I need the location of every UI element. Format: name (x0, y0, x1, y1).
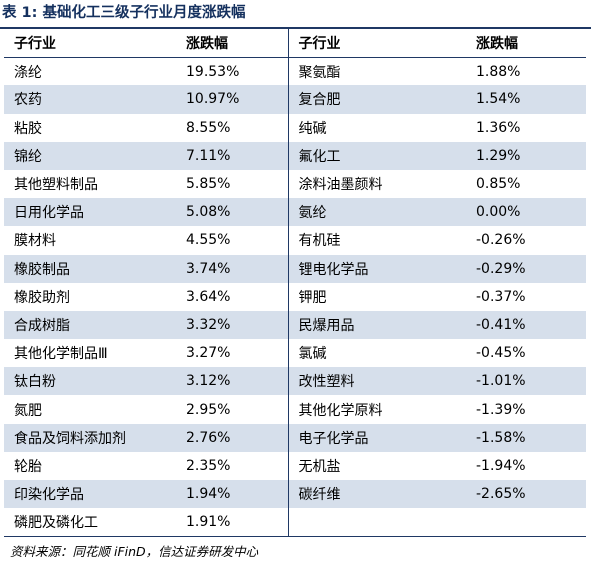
left-value-cell: 2.95% (176, 395, 289, 424)
right-value-cell: -0.37% (476, 288, 526, 305)
right-value-cell: 1.54% (466, 85, 586, 114)
left-value-cell: 19.53% (176, 57, 289, 86)
right-name-cell: 涂料油墨颜料 (298, 177, 383, 194)
right-value-cell: -1.94% (476, 457, 526, 474)
header-right-name: 子行业 (298, 35, 341, 52)
table-row: 日用化学品 5.08% 氨纶 0.00% (4, 198, 586, 227)
left-value-cell: 4.55% (176, 226, 289, 255)
left-name-cell: 钛白粉 (4, 367, 176, 396)
right-value-cell (466, 508, 586, 537)
table-row: 磷肥及磷化工 1.91% (4, 508, 586, 537)
right-value-cell: -1.39% (476, 401, 526, 418)
left-value-cell: 3.64% (176, 282, 289, 311)
right-name-cell: 民爆用品 (288, 310, 466, 340)
right-value-cell: 1.29% (466, 141, 586, 170)
table-row: 农药 10.97% 复合肥 1.54% (4, 85, 586, 114)
table-row: 粘胶 8.55% 纯碱 1.36% (4, 113, 586, 142)
right-name-cell: 纯碱 (298, 120, 327, 137)
table-title: 表 1: 基础化工三级子行业月度涨跌幅 (2, 5, 246, 21)
right-value-cell: -1.58% (466, 423, 586, 452)
left-value-cell: 8.55% (176, 113, 289, 142)
right-value-cell: 1.88% (476, 63, 521, 80)
table-row: 合成树脂 3.32% 民爆用品 -0.41% (4, 310, 586, 340)
right-name-cell: 电子化学品 (288, 423, 466, 452)
right-name-cell: 聚氨酯 (298, 64, 341, 81)
left-value-cell: 7.11% (176, 141, 289, 170)
right-name-cell: 碳纤维 (288, 480, 466, 509)
table-row: 橡胶助剂 3.64% 钾肥 -0.37% (4, 282, 586, 311)
left-value-cell: 1.94% (176, 480, 289, 509)
right-value-cell: 0.00% (466, 198, 586, 227)
left-value-cell: 2.76% (176, 423, 289, 452)
source-note: 资料来源：同花顺 iFinD，信达证券研发中心 (10, 544, 259, 559)
left-name-cell: 食品及饲料添加剂 (4, 423, 176, 452)
table-row: 氮肥 2.95% 其他化学原料 -1.39% (4, 395, 586, 424)
table-row: 其他塑料制品 5.85% 涂料油墨颜料 0.85% (4, 169, 586, 199)
left-value-cell: 1.91% (176, 508, 289, 537)
right-name-cell: 复合肥 (288, 85, 466, 114)
right-name-cell: 改性塑料 (288, 367, 466, 396)
right-value-cell: -0.26% (476, 232, 526, 249)
left-name-cell: 印染化学品 (4, 480, 176, 509)
left-name-cell: 橡胶制品 (4, 254, 176, 283)
table-row: 印染化学品 1.94% 碳纤维 -2.65% (4, 480, 586, 509)
table-row: 轮胎 2.35% 无机盐 -1.94% (4, 451, 586, 480)
left-name-cell: 磷肥及磷化工 (4, 508, 176, 537)
right-name-cell: 其他化学原料 (298, 402, 383, 419)
right-name-cell: 有机硅 (298, 233, 341, 250)
table-row: 其他化学制品Ⅲ 3.27% 氯碱 -0.45% (4, 339, 586, 368)
right-value-cell: -0.45% (476, 345, 526, 362)
left-name-cell: 涤纶 (14, 64, 42, 81)
left-value-cell: 2.35% (176, 451, 289, 480)
left-value-cell: 3.74% (176, 254, 289, 283)
left-name-cell: 其他塑料制品 (14, 177, 98, 194)
table-row: 食品及饲料添加剂 2.76% 电子化学品 -1.58% (4, 423, 586, 452)
left-value-cell: 10.97% (176, 85, 289, 114)
left-name-cell: 轮胎 (14, 458, 42, 475)
right-value-cell: -0.41% (466, 310, 586, 340)
sub-industry-change-table: 子行业 涨跌幅 子行业 涨跌幅 涤纶 19.53% 聚氨酯 1.88% 农药 10.97%… (4, 29, 586, 537)
left-name-cell: 合成树脂 (4, 310, 176, 340)
left-name-cell: 粘胶 (14, 120, 42, 137)
right-value-cell: 0.85% (476, 176, 521, 193)
right-value-cell: 1.36% (476, 119, 521, 136)
right-name-cell: 锂电化学品 (288, 254, 466, 283)
right-name-cell (288, 508, 466, 537)
right-name-cell: 氯碱 (298, 346, 327, 363)
right-value-cell: -0.29% (466, 254, 586, 283)
table-header-row: 子行业 涨跌幅 子行业 涨跌幅 (4, 29, 586, 58)
header-left-value: 涨跌幅 (176, 29, 289, 58)
table-row: 锦纶 7.11% 氟化工 1.29% (4, 141, 586, 170)
right-name-cell: 氟化工 (288, 141, 466, 170)
header-left-name: 子行业 (14, 35, 56, 52)
left-name-cell: 橡胶助剂 (14, 289, 70, 306)
right-value-cell: -1.01% (466, 367, 586, 396)
table-body: 涤纶 19.53% 聚氨酯 1.88% 农药 10.97% 复合肥 1.54% 粘胶 8.55% 纯… (4, 57, 586, 537)
left-value-cell: 3.32% (176, 310, 289, 340)
table-row: 膜材料 4.55% 有机硅 -0.26% (4, 226, 586, 255)
right-name-cell: 无机盐 (298, 458, 341, 475)
left-name-cell: 氮肥 (14, 402, 42, 419)
title-divider (0, 27, 591, 29)
table-row: 橡胶制品 3.74% 锂电化学品 -0.29% (4, 254, 586, 283)
left-value-cell: 3.27% (176, 339, 289, 368)
left-name-cell: 膜材料 (14, 233, 56, 250)
header-right-value: 涨跌幅 (476, 35, 518, 52)
left-value-cell: 3.12% (176, 367, 289, 396)
table-row: 钛白粉 3.12% 改性塑料 -1.01% (4, 367, 586, 396)
left-value-cell: 5.85% (176, 169, 289, 199)
left-name-cell: 农药 (4, 85, 176, 114)
left-name-cell: 锦纶 (4, 141, 176, 170)
left-name-cell: 日用化学品 (4, 198, 176, 227)
right-value-cell: -2.65% (466, 480, 586, 509)
right-name-cell: 氨纶 (288, 198, 466, 227)
table-row: 涤纶 19.53% 聚氨酯 1.88% (4, 57, 586, 86)
left-name-cell: 其他化学制品Ⅲ (14, 346, 108, 363)
left-value-cell: 5.08% (176, 198, 289, 227)
right-name-cell: 钾肥 (298, 289, 327, 306)
